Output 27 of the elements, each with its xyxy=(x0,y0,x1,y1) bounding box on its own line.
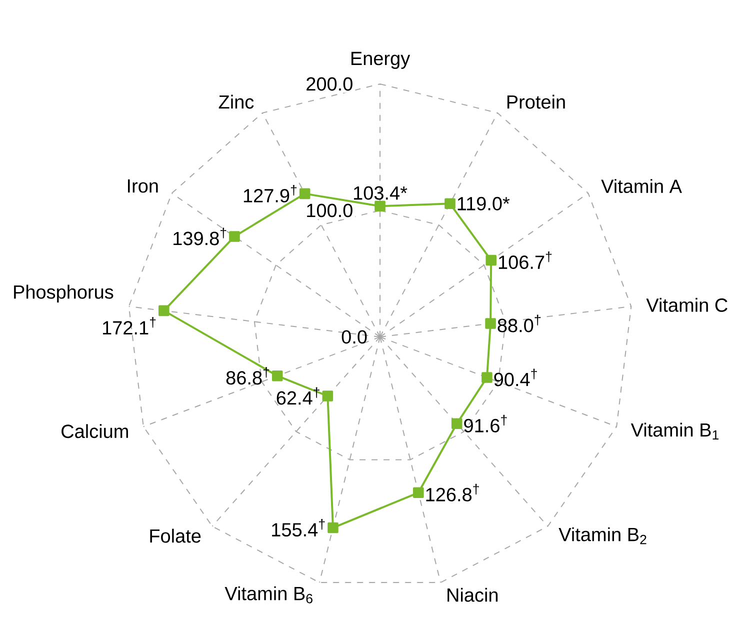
spoke-label: Energy xyxy=(351,52,410,69)
data-label: 91.6$^{†}$ xyxy=(464,414,507,432)
spoke-label: Iron xyxy=(128,179,158,193)
data-label: 155.4$^{†}$ xyxy=(272,519,325,537)
spoke-label: Niacin xyxy=(448,588,498,602)
data-label: 90.4$^{†}$ xyxy=(494,368,537,386)
data-label: 127.9$^{†}$ xyxy=(244,184,297,202)
data-label: 103.4* xyxy=(354,186,408,200)
spoke-label: Vitamin A xyxy=(601,179,682,194)
data-label: 126.8$^{†}$ xyxy=(426,484,479,502)
data-label: 119.0* xyxy=(458,196,510,210)
y-tick-label: 0.0 xyxy=(342,330,367,344)
data-label: 88.0$^{†}$ xyxy=(498,314,540,332)
spoke-label: Vitamin B$_{2}$ xyxy=(558,527,646,544)
y-tick-label: 100.0 xyxy=(307,204,352,218)
spoke-label: Calcium xyxy=(62,424,128,438)
spoke-label: Protein xyxy=(507,94,565,109)
spoke-label: Zinc xyxy=(218,94,254,109)
spoke-label: Vitamin B$_{6}$ xyxy=(224,586,312,604)
spoke-label: Vitamin B$_{1}$ xyxy=(630,422,719,440)
spoke-label: Vitamin C xyxy=(646,298,728,312)
data-label: 172.1$^{†}$ xyxy=(102,317,156,334)
spoke-label: Folate xyxy=(150,528,201,543)
data-label: 106.7$^{†}$ xyxy=(498,252,552,270)
data-label: 139.8$^{†}$ xyxy=(174,228,226,246)
spoke-label: Phosphorus xyxy=(14,284,114,303)
y-tick-label: 200.0 xyxy=(306,77,352,91)
